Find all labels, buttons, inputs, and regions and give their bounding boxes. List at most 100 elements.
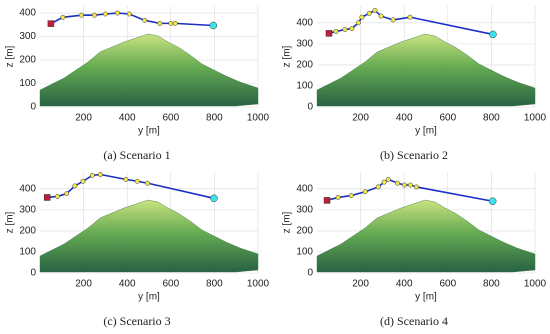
y-axis-label: z [m] bbox=[5, 211, 16, 233]
start-marker bbox=[323, 197, 331, 204]
y-tick-label: 100 bbox=[19, 247, 36, 258]
end-marker bbox=[489, 30, 497, 39]
x-tick-label: 400 bbox=[119, 279, 136, 290]
x-tick-label: 1000 bbox=[247, 113, 270, 124]
x-tick-label: 400 bbox=[396, 113, 413, 124]
start-marker bbox=[325, 30, 333, 37]
waypoint bbox=[102, 11, 108, 17]
x-tick-label: 600 bbox=[162, 113, 179, 124]
waypoint bbox=[78, 12, 84, 18]
waypoint bbox=[359, 14, 365, 20]
waypoint bbox=[408, 182, 413, 188]
y-tick-label: 100 bbox=[19, 78, 36, 89]
x-tick-label: 400 bbox=[119, 113, 136, 124]
y-tick-label: 300 bbox=[19, 31, 36, 42]
subplot: 0 100 200 300 400 200 400 600 800 1000 y [m] z [m] (… bbox=[5, 6, 270, 162]
x-tick-label: 400 bbox=[396, 279, 413, 290]
waypoint bbox=[407, 14, 413, 20]
y-tick-label: 300 bbox=[296, 205, 313, 216]
waypoint bbox=[333, 29, 339, 34]
x-tick-label: 800 bbox=[483, 113, 500, 124]
terrain bbox=[39, 199, 259, 273]
x-tick-label: 800 bbox=[483, 279, 500, 290]
waypoint bbox=[335, 195, 341, 200]
start-marker bbox=[43, 194, 51, 201]
y-tick-label: 300 bbox=[19, 205, 36, 216]
caption: (a) Scenario 1 bbox=[103, 148, 170, 162]
waypoint bbox=[168, 20, 174, 26]
waypoint bbox=[394, 180, 400, 186]
trajectory-line bbox=[328, 9, 494, 36]
waypoint bbox=[92, 12, 97, 18]
waypoint bbox=[142, 17, 148, 23]
x-tick-label: 200 bbox=[75, 113, 92, 124]
x-tick-label: 200 bbox=[75, 279, 92, 290]
y-axis-label: z [m] bbox=[282, 45, 293, 67]
waypoint bbox=[401, 182, 407, 188]
y-tick-label: 400 bbox=[296, 183, 313, 194]
waypoint bbox=[145, 180, 150, 186]
y-tick-label: 0 bbox=[30, 102, 36, 113]
y-tick-label: 400 bbox=[19, 8, 36, 19]
caption: (d) Scenario 4 bbox=[380, 314, 448, 328]
waypoint bbox=[97, 172, 103, 177]
x-tick-label: 800 bbox=[206, 113, 223, 124]
y-tick-label: 0 bbox=[307, 102, 313, 113]
waypoint bbox=[381, 179, 387, 185]
waypoint bbox=[362, 189, 368, 195]
waypoint bbox=[157, 20, 163, 26]
waypoint bbox=[385, 176, 391, 182]
terrain bbox=[39, 33, 259, 107]
trajectory-line bbox=[326, 178, 493, 203]
x-tick-label: 1000 bbox=[524, 279, 547, 290]
y-axis-label: z [m] bbox=[5, 45, 16, 67]
y-tick-label: 100 bbox=[296, 81, 313, 92]
waypoint bbox=[123, 176, 129, 182]
waypoint bbox=[413, 184, 419, 190]
x-tick-label: 200 bbox=[352, 113, 369, 124]
waypoint bbox=[348, 193, 354, 199]
start-marker bbox=[47, 20, 55, 27]
trajectory-line bbox=[47, 173, 215, 200]
caption: (c) Scenario 3 bbox=[103, 314, 170, 328]
waypoint bbox=[390, 17, 396, 23]
x-axis-label: y [m] bbox=[138, 126, 160, 137]
y-axis-label: z [m] bbox=[282, 211, 293, 233]
x-tick-label: 800 bbox=[206, 279, 223, 290]
x-tick-label: 600 bbox=[162, 279, 179, 290]
waypoint bbox=[114, 10, 120, 16]
y-tick-label: 200 bbox=[19, 55, 36, 66]
waypoint bbox=[54, 193, 60, 199]
end-marker bbox=[488, 197, 497, 205]
subplot: 0 100 200 300 400 200 400 600 800 1000 y [m] z [m] (… bbox=[5, 172, 270, 328]
x-axis-label: y [m] bbox=[415, 126, 437, 137]
y-tick-label: 0 bbox=[307, 268, 313, 279]
caption: (b) Scenario 2 bbox=[380, 148, 448, 162]
waypoint bbox=[372, 7, 378, 13]
waypoint bbox=[126, 11, 132, 17]
terrain bbox=[316, 33, 536, 107]
waypoint bbox=[64, 191, 70, 197]
subplot: 0 100 200 300 400 200 400 600 800 1000 y [m] z [m] (… bbox=[282, 6, 547, 162]
end-marker bbox=[210, 194, 218, 203]
x-tick-label: 1000 bbox=[247, 279, 270, 290]
x-axis-label: y [m] bbox=[415, 292, 437, 303]
y-tick-label: 400 bbox=[19, 183, 36, 194]
end-marker bbox=[209, 21, 218, 30]
waypoint bbox=[172, 20, 178, 26]
waypoint bbox=[366, 10, 372, 16]
y-tick-label: 300 bbox=[296, 39, 313, 50]
waypoint bbox=[375, 184, 381, 190]
y-tick-label: 200 bbox=[19, 226, 36, 237]
x-tick-label: 200 bbox=[352, 279, 369, 290]
waypoint bbox=[349, 26, 355, 31]
y-tick-label: 0 bbox=[30, 268, 36, 279]
waypoint bbox=[342, 27, 348, 33]
y-tick-label: 200 bbox=[296, 226, 313, 237]
x-tick-label: 600 bbox=[439, 113, 456, 124]
waypoint bbox=[80, 178, 86, 184]
waypoint bbox=[378, 13, 384, 19]
y-tick-label: 100 bbox=[296, 247, 313, 258]
waypoint bbox=[60, 14, 66, 20]
